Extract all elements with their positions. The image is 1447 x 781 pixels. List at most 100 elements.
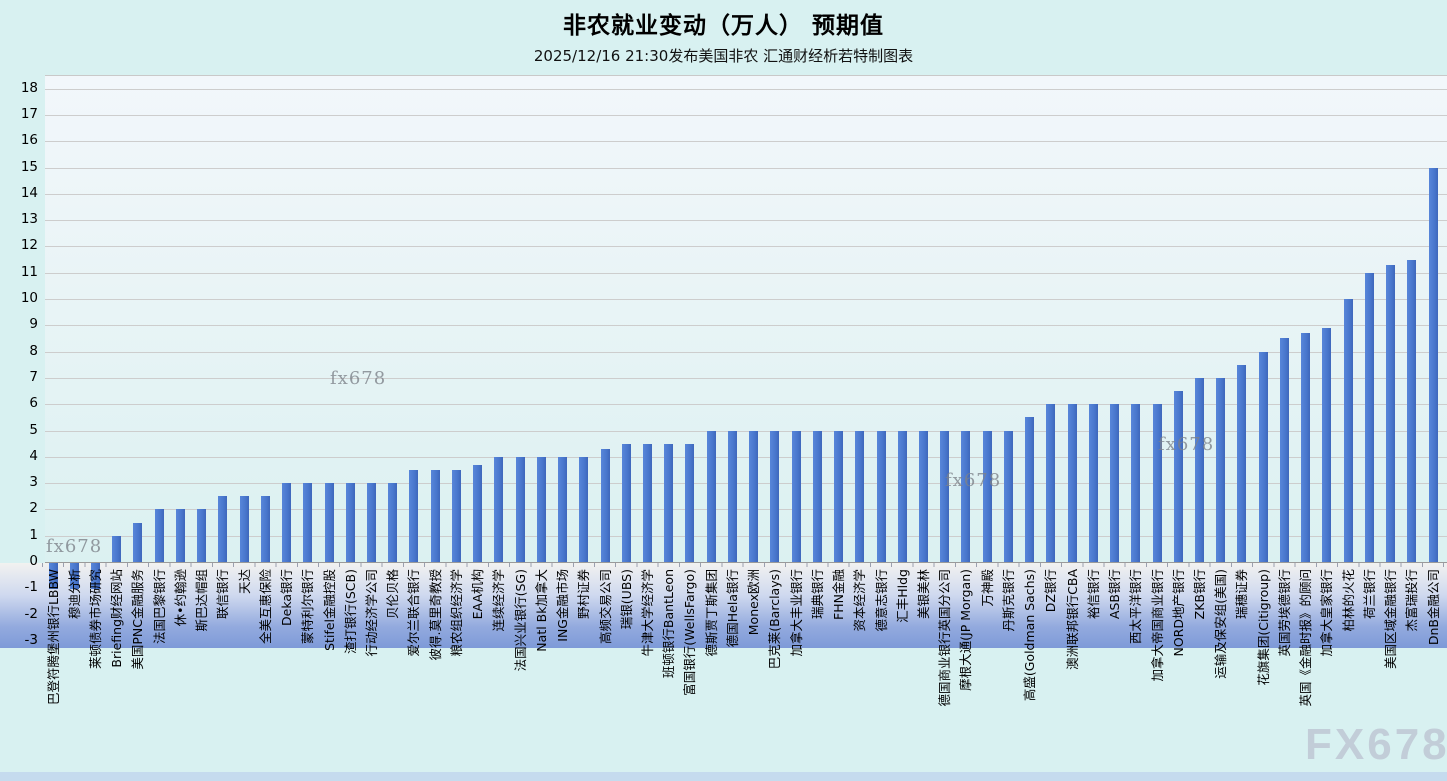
bar xyxy=(558,456,568,562)
bar xyxy=(133,522,143,562)
bar xyxy=(749,430,759,562)
bar xyxy=(770,430,780,562)
x-axis-label: 花旗集团(Citigroup) xyxy=(1255,569,1271,686)
bar xyxy=(48,563,58,590)
bar xyxy=(69,563,79,590)
bar xyxy=(536,456,546,562)
x-axis-label: 莱顿债券市场研究 xyxy=(87,569,103,670)
x-axis-label: 穆迪分析 xyxy=(66,569,82,620)
x-axis-label: 连续经济学 xyxy=(491,569,507,632)
x-axis-label: 德斯贾丁斯集团 xyxy=(703,569,719,657)
y-axis-tick-label: 13 xyxy=(20,211,38,228)
x-axis-label: 汇丰Hldg xyxy=(894,569,910,623)
watermark-fx678-3: fx678 xyxy=(945,470,1002,491)
y-axis-tick-label: 4 xyxy=(29,447,38,464)
bar xyxy=(982,430,992,562)
bar xyxy=(1258,351,1268,562)
x-axis-label: Briefing财经网站 xyxy=(109,569,125,668)
y-axis-tick-label: -3 xyxy=(24,631,38,648)
gridline xyxy=(45,141,1447,143)
x-axis-label: 蒙特利尔银行 xyxy=(300,569,316,645)
gridline xyxy=(45,535,1447,537)
bar xyxy=(961,430,971,562)
gridline xyxy=(45,114,1447,116)
x-axis-label: 荷兰银行 xyxy=(1361,569,1377,620)
y-axis-tick-label: 7 xyxy=(29,368,38,385)
x-axis-label: 美国PNC金融服务 xyxy=(130,569,146,670)
bar xyxy=(1110,404,1120,562)
bar xyxy=(621,443,631,562)
x-axis-label: 班顿银行BantLeon xyxy=(661,569,677,679)
y-axis-tick-label: 12 xyxy=(20,237,38,254)
gridline xyxy=(45,88,1447,90)
bar xyxy=(1322,327,1332,562)
x-axis-label: 加拿大皇家银行 xyxy=(1319,569,1335,657)
x-axis-label: Deka银行 xyxy=(279,569,295,626)
bottom-strip xyxy=(0,772,1447,781)
watermark-fx678-1: fx678 xyxy=(46,536,103,557)
bar xyxy=(642,443,652,562)
bar xyxy=(197,509,207,562)
y-axis-tick-label: 2 xyxy=(29,500,38,517)
x-axis-label: ASB银行 xyxy=(1107,569,1123,620)
gridline xyxy=(45,351,1447,353)
bar xyxy=(664,443,674,562)
bar xyxy=(345,483,355,562)
x-axis-label: 富国银行(WellsFargo) xyxy=(682,569,698,696)
gridline xyxy=(45,246,1447,248)
bar xyxy=(1173,391,1183,562)
bar xyxy=(1003,430,1013,562)
bar xyxy=(1343,299,1353,562)
x-axis-label: 西太平洋银行 xyxy=(1128,569,1144,645)
x-axis-ticks xyxy=(42,563,1447,567)
x-axis-label: 彼得.莫里奇教授 xyxy=(427,569,443,661)
gridline xyxy=(45,220,1447,222)
bar xyxy=(282,483,292,562)
x-axis-label: 全美互惠保险 xyxy=(257,569,273,645)
bar xyxy=(685,443,695,562)
x-axis-label: 联信银行 xyxy=(215,569,231,620)
x-axis-label: 法国巴黎银行 xyxy=(151,569,167,645)
y-axis-tick-label: 9 xyxy=(29,316,38,333)
x-axis-label: ZKB银行 xyxy=(1191,569,1207,620)
bar xyxy=(897,430,907,562)
x-axis-label: 英国《金融时报》的顾问 xyxy=(1298,569,1314,707)
y-axis-tick-label: 18 xyxy=(20,79,38,96)
bar xyxy=(1279,338,1289,562)
bar xyxy=(940,430,950,562)
bar xyxy=(175,509,185,562)
gridline xyxy=(45,483,1447,485)
bar xyxy=(494,456,504,562)
x-axis-label: 杰富瑞投行 xyxy=(1404,569,1420,632)
y-axis-tick-label: 11 xyxy=(20,263,38,280)
y-axis-tick-label: 3 xyxy=(29,474,38,491)
x-axis-label: 瑞穗证券 xyxy=(1234,569,1250,620)
gridline xyxy=(45,377,1447,379)
bar xyxy=(515,456,525,562)
x-axis-label: 资本经济学 xyxy=(852,569,868,632)
x-axis-label: EAA机构 xyxy=(470,569,486,620)
gridline xyxy=(45,456,1447,458)
chart-header: 非农就业变动（万人） 预期值 2025/12/16 21:30发布美国非农 汇通… xyxy=(0,0,1447,66)
x-axis-label: 柏林的火花 xyxy=(1340,569,1356,632)
watermark-fx678-large: FX678 xyxy=(1305,720,1447,769)
x-axis-label: DZ银行 xyxy=(1043,569,1059,613)
bar xyxy=(1067,404,1077,562)
x-axis-label: ING金融市场 xyxy=(555,569,571,642)
bar xyxy=(409,469,419,562)
y-axis-tick-label: 0 xyxy=(29,553,38,569)
y-axis-tick-label: -1 xyxy=(24,579,38,596)
bar xyxy=(388,483,398,562)
y-axis-tick-label: 6 xyxy=(29,395,38,412)
bar xyxy=(303,483,313,562)
x-axis-label: 德意志银行 xyxy=(873,569,889,632)
bar xyxy=(706,430,716,562)
bar xyxy=(1364,272,1374,562)
plot-area xyxy=(45,75,1447,563)
bar xyxy=(876,430,886,562)
x-axis-label: 斯巴达帽组 xyxy=(194,569,210,632)
gridline xyxy=(45,509,1447,511)
bar xyxy=(1407,259,1417,562)
bar xyxy=(791,430,801,562)
watermark-fx678-2: fx678 xyxy=(330,368,387,389)
